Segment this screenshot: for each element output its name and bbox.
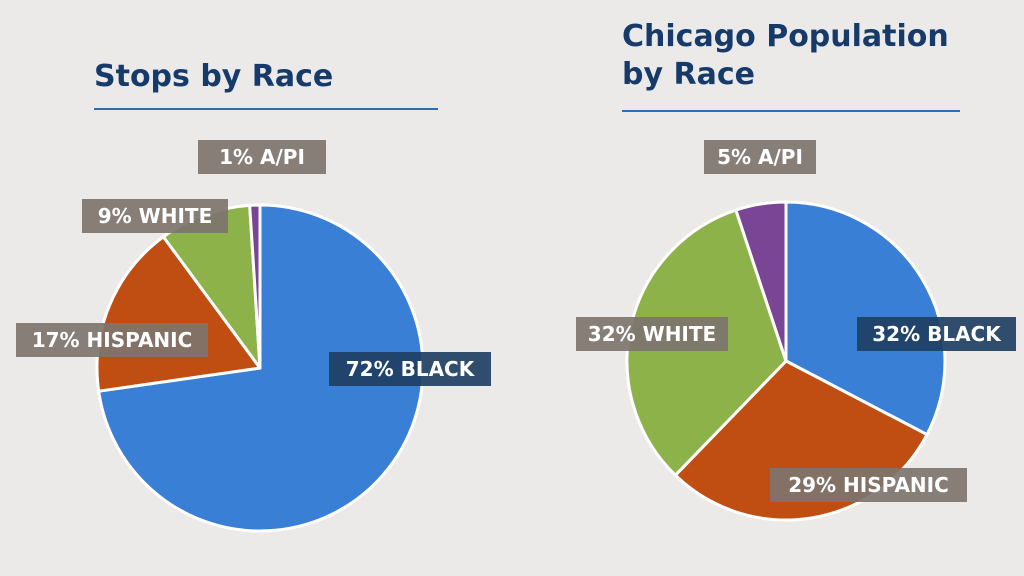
- slice-label-text: 72% BLACK: [346, 357, 476, 381]
- chart-title-population-line-1: Chicago Population: [622, 19, 949, 54]
- slice-label-box: [576, 317, 728, 351]
- slice-label-stops-black: 72% BLACK: [329, 352, 491, 386]
- title-rule-population: [622, 110, 960, 112]
- slice-label-population-black: 32% BLACK: [857, 317, 1016, 351]
- slice-label-box: [82, 199, 228, 233]
- slice-label-box: [198, 140, 326, 174]
- chart-title-population: Chicago Population by Race: [622, 18, 949, 94]
- slice-label-population-api: 5% A/PI: [704, 140, 816, 174]
- slice-label-text: 17% HISPANIC: [32, 328, 193, 352]
- slice-label-text: 32% BLACK: [872, 322, 1002, 346]
- slice-label-box: [704, 140, 816, 174]
- chart-title-population-line-2: by Race: [622, 57, 755, 92]
- slice-label-stops-api: 1% A/PI: [198, 140, 326, 174]
- slice-label-text: 29% HISPANIC: [788, 473, 949, 497]
- pie-slice-stops-api: [248, 203, 262, 370]
- slice-label-text: 1% A/PI: [219, 145, 305, 169]
- slice-label-text: 32% WHITE: [588, 322, 716, 346]
- slice-label-box: [770, 468, 967, 502]
- slice-label-population-white: 32% WHITE: [576, 317, 728, 351]
- slice-label-box: [857, 317, 1016, 351]
- title-rule-stops: [94, 108, 438, 110]
- slice-label-population-hispanic: 29% HISPANIC: [770, 468, 967, 502]
- pie-slice-population-api: [734, 200, 788, 363]
- slice-label-stops-hispanic: 17% HISPANIC: [16, 323, 208, 357]
- slice-label-text: 9% WHITE: [98, 204, 212, 228]
- slice-label-box: [16, 323, 208, 357]
- slice-label-stops-white: 9% WHITE: [82, 199, 228, 233]
- chart-title-stops: Stops by Race: [94, 59, 334, 94]
- slice-label-text: 5% A/PI: [717, 145, 803, 169]
- slice-label-box: [329, 352, 491, 386]
